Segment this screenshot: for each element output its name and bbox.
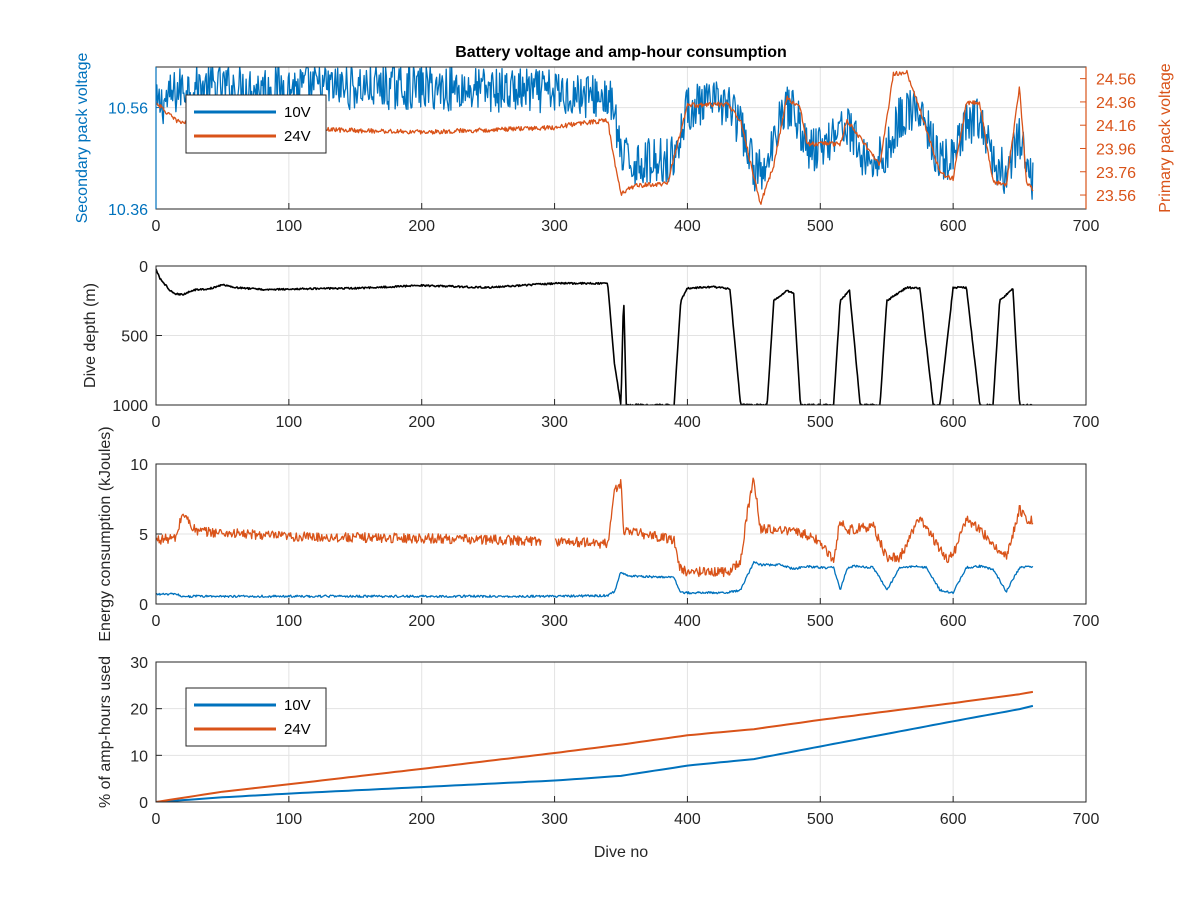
x-tick-label: 200 [408, 811, 435, 828]
y-tick-label: 500 [121, 329, 148, 346]
y-axis-label: Energy consumption (kJoules) [97, 426, 114, 641]
y-axis-label: % of amp-hours used [97, 656, 114, 808]
x-tick-label: 500 [807, 811, 834, 828]
y-right-tick-label: 23.96 [1096, 141, 1136, 158]
x-tick-label: 300 [541, 613, 568, 630]
x-tick-label: 600 [940, 613, 967, 630]
x-tick-label: 400 [674, 414, 701, 431]
x-tick-label: 300 [541, 414, 568, 431]
axes-box [155, 265, 1087, 406]
series-line-10V [156, 560, 1034, 599]
y-tick-label: 10 [130, 457, 148, 474]
y-right-tick-label: 23.56 [1096, 188, 1136, 205]
series-line-10V [156, 67, 1034, 200]
subplot-amphours: 0 100 200 300 400 500 600 700 0 10 20 30 % of amp-ho… [97, 655, 1099, 828]
legend-label-24V: 24V [284, 721, 311, 738]
legend-label-10V: 10V [284, 104, 311, 121]
y-tick-label: 20 [130, 702, 148, 719]
x-axis-label: Dive no [594, 844, 648, 861]
y-right-tick-label: 24.56 [1096, 72, 1136, 89]
y-tick-label: 10.36 [108, 202, 148, 219]
x-tick-label: 700 [1073, 218, 1100, 235]
x-tick-label: 0 [152, 414, 161, 431]
y-tick-label: 10 [130, 748, 148, 765]
legend-label-24V: 24V [284, 128, 311, 145]
x-tick-label: 400 [674, 811, 701, 828]
x-tick-label: 500 [807, 414, 834, 431]
x-tick-label: 700 [1073, 414, 1100, 431]
x-tick-label: 500 [807, 613, 834, 630]
y-right-tick-label: 24.16 [1096, 118, 1136, 135]
legend-box [185, 94, 327, 154]
x-tick-label: 700 [1073, 613, 1100, 630]
x-tick-label: 600 [940, 218, 967, 235]
x-tick-label: 600 [940, 414, 967, 431]
x-tick-label: 0 [152, 811, 161, 828]
y-tick-label: 10.56 [108, 101, 148, 118]
series-line-depth [156, 268, 1034, 405]
axes-box [155, 661, 1087, 803]
x-tick-label: 400 [674, 613, 701, 630]
y-axis-label: Secondary pack voltage [74, 53, 91, 224]
x-tick-label: 200 [408, 613, 435, 630]
axes-box [155, 463, 1087, 605]
y-tick-label: 30 [130, 655, 148, 672]
series-line-10V [156, 704, 1034, 802]
y-tick-label: 0 [139, 795, 148, 812]
x-tick-label: 300 [541, 811, 568, 828]
x-tick-label: 200 [408, 414, 435, 431]
legend-box [185, 687, 327, 747]
series-line-24V [156, 690, 1034, 802]
y-tick-label: 5 [139, 527, 148, 544]
subplot-voltage: 0 100 200 300 400 500 600 700 10.36 10.56 23.56 23.… [74, 53, 1174, 235]
x-tick-label: 100 [276, 414, 303, 431]
x-tick-label: 400 [674, 218, 701, 235]
y-right-axis-label: Primary pack voltage [1157, 63, 1174, 212]
x-tick-label: 300 [541, 218, 568, 235]
x-tick-label: 200 [408, 218, 435, 235]
figure-title: Battery voltage and amp-hour consumption [455, 44, 787, 61]
series-line-24V [156, 477, 1034, 578]
x-tick-label: 500 [807, 218, 834, 235]
x-tick-label: 0 [152, 218, 161, 235]
x-tick-label: 600 [940, 811, 967, 828]
subplot-depth: 0 100 200 300 400 500 600 700 0 500 1000 Dive depth… [82, 259, 1099, 431]
y-tick-label: 0 [139, 597, 148, 614]
y-tick-label: 1000 [112, 398, 148, 415]
y-tick-label: 0 [139, 259, 148, 276]
legend-label-10V: 10V [284, 697, 311, 714]
x-tick-label: 0 [152, 613, 161, 630]
x-tick-label: 100 [276, 613, 303, 630]
x-tick-label: 100 [276, 218, 303, 235]
x-tick-label: 100 [276, 811, 303, 828]
y-right-tick-label: 24.36 [1096, 95, 1136, 112]
y-axis-label: Dive depth (m) [82, 283, 99, 388]
y-right-tick-label: 23.76 [1096, 165, 1136, 182]
x-tick-label: 700 [1073, 811, 1100, 828]
subplot-energy: 0 100 200 300 400 500 600 700 0 5 10 Energy consump… [97, 426, 1099, 641]
